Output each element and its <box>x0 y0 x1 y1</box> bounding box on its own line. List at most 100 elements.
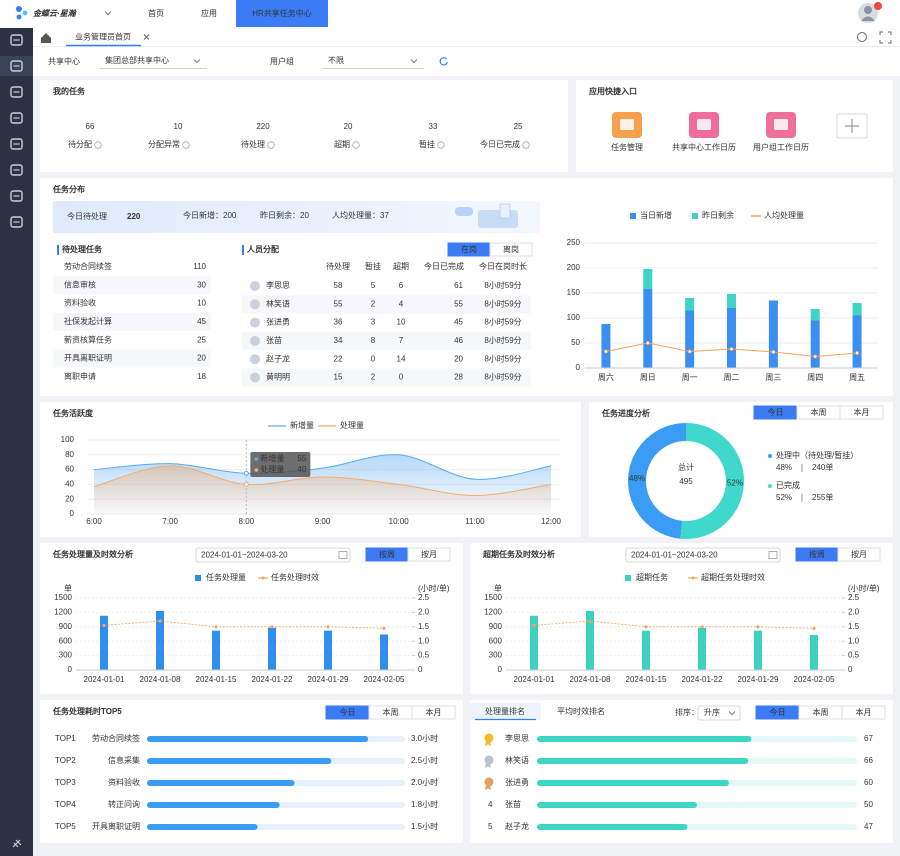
card-title: 任务分布 <box>52 184 85 194</box>
sidebar-icon[interactable] <box>10 216 23 228</box>
banner-stat-value: 20 <box>300 211 309 220</box>
y-tick-label: 60 <box>65 465 74 474</box>
bar <box>268 627 276 670</box>
staff-duration: 8小时59分 <box>484 317 521 327</box>
filter-value[interactable]: 集团总部共享中心 <box>105 55 169 65</box>
app-label[interactable]: 任务管理 <box>611 142 643 152</box>
bar <box>147 780 295 786</box>
value-label: 47 <box>864 822 873 831</box>
sidebar-icon[interactable] <box>10 112 23 124</box>
x-tick-label: 周一 <box>682 373 698 382</box>
staff-avatar <box>250 372 260 383</box>
banner-art <box>499 203 511 219</box>
legend-point <box>261 576 265 580</box>
sidebar-icon[interactable] <box>10 164 23 176</box>
category-label: 信息采集 <box>108 755 140 765</box>
date-picker[interactable] <box>625 547 781 563</box>
y2-tick-label: 1.5 <box>418 622 430 631</box>
tooltip-value: 40 <box>297 465 306 474</box>
tab-button[interactable] <box>489 242 533 257</box>
tab-label[interactable]: 按周 <box>379 549 395 559</box>
tab-button[interactable] <box>839 405 884 420</box>
staff-name: 赵子龙 <box>266 353 290 363</box>
date-picker[interactable] <box>195 547 351 563</box>
x-tick-label: 8:00 <box>239 517 255 526</box>
legend-label: 超期任务 <box>636 572 668 582</box>
tab-button[interactable] <box>407 547 451 562</box>
pending-count: 25 <box>197 335 206 344</box>
rank-tab[interactable]: 平均时效排名 <box>557 706 605 716</box>
nav-item[interactable]: 首页 <box>148 8 164 18</box>
sidebar-icon[interactable] <box>10 190 23 202</box>
staff-count: 15 <box>334 373 343 382</box>
value-label: 60 <box>864 778 873 787</box>
row-bg <box>53 349 211 368</box>
bar-segment <box>768 300 778 368</box>
card-title: 我的任务 <box>53 86 86 96</box>
y2-tick-label: 1.0 <box>848 636 860 645</box>
task-label: 超期 <box>334 139 350 149</box>
pending-name: 劳动合同续签 <box>64 261 112 271</box>
sort-value[interactable]: 升序 <box>704 707 720 717</box>
calendar-icon <box>768 551 778 559</box>
donut-total-label: 总计 <box>678 462 694 472</box>
tab-label[interactable]: 今日 <box>340 707 356 717</box>
pending-name: 薪资核算任务 <box>64 334 112 344</box>
x-tick-label: 周五 <box>849 373 865 382</box>
legend-point <box>691 576 695 580</box>
logo-dot <box>16 6 22 12</box>
rank-tab[interactable]: 处理量排名 <box>485 706 525 716</box>
card-title: 任务处理耗时TOP5 <box>52 706 122 716</box>
x-tick-label: 10:00 <box>389 517 410 526</box>
sidebar-icon[interactable] <box>10 86 23 98</box>
app-label[interactable]: 共享中心工作日历 <box>672 142 736 152</box>
tab-label[interactable]: 本周 <box>813 707 829 717</box>
date-range[interactable]: 2024-01-01~2024-03-20 <box>201 551 288 560</box>
tab-label[interactable]: 今日 <box>770 707 786 717</box>
sidebar-icon[interactable] <box>10 34 23 46</box>
tab-label[interactable]: 本月 <box>426 707 442 717</box>
tab-button[interactable] <box>411 705 456 720</box>
line-point <box>855 350 860 355</box>
category-label: 李思思 <box>505 733 529 743</box>
sidebar-icon[interactable] <box>10 138 23 150</box>
staff-count: 0 <box>371 354 376 363</box>
tab-label[interactable]: 在岗 <box>461 244 477 254</box>
nav-item[interactable]: 应用 <box>201 8 217 18</box>
tab-label[interactable]: 按月 <box>421 549 437 559</box>
tab-button[interactable] <box>837 547 881 562</box>
tab-label[interactable]: 本月 <box>854 407 870 417</box>
staff-count: 6 <box>399 281 404 290</box>
tab-button[interactable] <box>841 705 886 720</box>
tab-label[interactable]: 按月 <box>851 549 867 559</box>
tab-label[interactable]: 本周 <box>811 407 827 417</box>
help-icon <box>267 141 275 149</box>
bar <box>147 758 332 764</box>
tab-label[interactable]: 本月 <box>856 707 872 717</box>
line <box>93 465 552 497</box>
date-range[interactable]: 2024-01-01~2024-03-20 <box>631 551 718 560</box>
plus-icon <box>845 119 859 133</box>
bar-segment <box>601 324 611 368</box>
bar-segment <box>810 309 820 321</box>
rank: 4 <box>488 800 493 809</box>
y2-tick-label: 0 <box>418 665 423 674</box>
tab-label[interactable]: 按周 <box>809 549 825 559</box>
nav-item[interactable]: HR共享任务中心 <box>252 8 312 18</box>
tab-label[interactable]: 今日 <box>768 407 784 417</box>
sidebar-icon[interactable] <box>10 60 23 72</box>
banner-stat: 昨日剩余：20 <box>260 210 309 220</box>
x-tick-label: 12:00 <box>541 517 562 526</box>
medal <box>484 755 494 765</box>
app-icon-glyph <box>620 119 634 130</box>
staff-count: 5 <box>371 281 376 290</box>
page-tab[interactable]: 业务管理员首页 <box>75 32 131 42</box>
tab-label[interactable]: 离岗 <box>503 244 519 254</box>
y-unit: 单 <box>64 583 72 593</box>
x-tick-label: 2024-01-22 <box>682 675 723 684</box>
tab-label[interactable]: 本周 <box>383 707 399 717</box>
bar-segment <box>852 315 862 368</box>
filter-value[interactable]: 不限 <box>328 56 344 65</box>
sort-select[interactable] <box>697 705 741 721</box>
app-label[interactable]: 用户组工作日历 <box>753 142 809 152</box>
